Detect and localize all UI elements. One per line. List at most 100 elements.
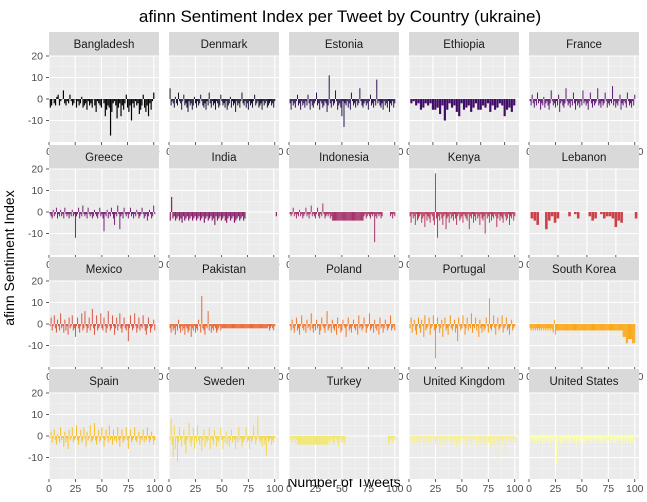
- bar: [94, 210, 95, 212]
- bar: [151, 212, 152, 218]
- bar: [295, 324, 296, 326]
- bar: [56, 97, 57, 99]
- bar: [610, 324, 611, 330]
- bar: [290, 212, 291, 214]
- bar: [250, 324, 251, 328]
- bar: [441, 212, 442, 218]
- bar: [427, 212, 428, 221]
- bar: [339, 99, 340, 103]
- bar: [97, 212, 98, 218]
- bar: [487, 99, 489, 103]
- bar: [225, 99, 226, 108]
- bar: [243, 99, 244, 103]
- bar: [151, 432, 152, 436]
- bar: [566, 88, 567, 99]
- bar: [356, 324, 357, 326]
- bar: [208, 436, 209, 440]
- bar: [511, 99, 513, 112]
- bar: [208, 212, 209, 221]
- bar: [388, 436, 389, 445]
- bar: [484, 212, 485, 216]
- bar: [227, 324, 228, 328]
- bar: [182, 324, 183, 330]
- bar: [307, 436, 308, 445]
- bar: [571, 436, 572, 442]
- bar: [449, 324, 450, 326]
- bar: [393, 212, 394, 214]
- bar: [54, 315, 55, 324]
- bar: [199, 212, 200, 216]
- bar: [450, 436, 451, 442]
- bar: [599, 99, 600, 103]
- bar: [229, 99, 230, 103]
- bar: [553, 324, 554, 333]
- facet-strip-label: Sweden: [203, 376, 245, 388]
- bar: [628, 99, 629, 101]
- bar: [304, 212, 305, 214]
- bar: [89, 318, 90, 324]
- bar: [149, 99, 150, 103]
- bar: [71, 324, 72, 326]
- bar: [256, 436, 257, 440]
- bar: [430, 436, 431, 442]
- bar: [421, 212, 422, 223]
- bar: [432, 324, 433, 326]
- bar: [621, 324, 622, 330]
- bar: [459, 212, 460, 221]
- bar: [491, 212, 492, 221]
- bar: [147, 212, 148, 221]
- bar: [245, 324, 246, 328]
- bar: [303, 324, 304, 330]
- bar: [581, 324, 582, 330]
- bar: [359, 88, 360, 99]
- bar: [415, 99, 417, 105]
- bar: [321, 318, 322, 324]
- bar: [143, 315, 144, 324]
- bar: [582, 90, 583, 99]
- bar: [494, 436, 495, 445]
- bar: [295, 99, 296, 108]
- bar: [419, 212, 420, 216]
- bar: [357, 324, 358, 335]
- bar: [392, 212, 393, 218]
- bar: [67, 99, 68, 101]
- bar: [218, 436, 219, 442]
- bar: [129, 436, 130, 438]
- bar: [67, 212, 68, 216]
- bar: [571, 99, 572, 101]
- bar: [441, 99, 443, 105]
- bar: [295, 212, 296, 214]
- bar: [321, 436, 322, 445]
- bar: [146, 212, 147, 214]
- bar: [483, 324, 484, 326]
- bar: [544, 324, 545, 328]
- bar: [376, 212, 377, 218]
- bar: [479, 212, 480, 225]
- bar: [622, 436, 623, 445]
- bar: [239, 212, 240, 221]
- bar: [535, 99, 536, 101]
- bar: [310, 436, 311, 445]
- bar: [78, 324, 79, 328]
- bar: [189, 212, 190, 218]
- facet-france: France0255075100: [526, 32, 644, 158]
- bar: [531, 324, 532, 330]
- bar: [115, 212, 116, 214]
- bar: [340, 436, 341, 438]
- bar: [530, 436, 531, 438]
- bar: [439, 99, 441, 114]
- facet-strip-label: India: [212, 152, 238, 164]
- bar: [617, 436, 618, 440]
- bar: [582, 324, 583, 330]
- bar: [233, 324, 234, 328]
- bar: [122, 430, 123, 436]
- bar: [360, 212, 361, 221]
- bar: [362, 324, 363, 330]
- bar: [101, 427, 102, 436]
- bar: [69, 430, 70, 436]
- bar: [183, 212, 184, 216]
- bar: [598, 324, 599, 330]
- bar: [84, 99, 85, 105]
- bar: [418, 318, 419, 324]
